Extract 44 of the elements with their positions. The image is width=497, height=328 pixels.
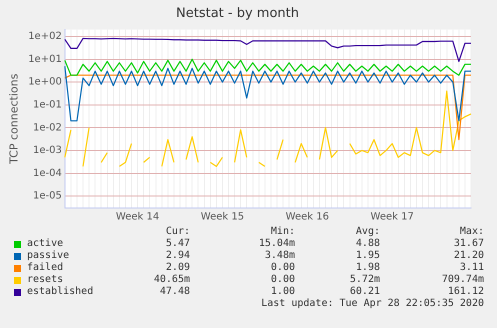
y-tick-label: 1e-03 (32, 145, 62, 156)
y-tick-label: 1e-01 (32, 99, 62, 110)
y-tick-label: 1e+01 (28, 54, 62, 65)
chart-title: Netstat - by month (176, 6, 299, 22)
x-tick-label: Week 16 (286, 212, 329, 223)
text: 161.12 (446, 286, 484, 298)
text: 5.47 (164, 238, 190, 250)
text: 2.09 (164, 262, 190, 274)
text: Cur: (164, 226, 190, 238)
text: 5.72m (348, 274, 380, 286)
text: 3.48m (264, 250, 295, 262)
text: 1.95 (354, 250, 380, 262)
y-tick-label: 1e+02 (28, 31, 62, 42)
text: Max: (458, 226, 484, 238)
legend-label: established (27, 286, 94, 298)
x-tick-label: Week 15 (200, 212, 244, 223)
x-tick-label: Week 14 (116, 212, 160, 223)
text: 4.88 (354, 238, 380, 250)
x-tick-label: Week 17 (370, 212, 414, 223)
text: Last update: Tue Apr 28 22:05:35 2020 (260, 298, 484, 310)
text: 21.20 (452, 250, 484, 262)
legend-label: failed (27, 262, 64, 274)
text: 2.94 (164, 250, 190, 262)
text: 47.48 (158, 286, 190, 298)
text: 1.00 (270, 286, 295, 298)
text: 1.98 (354, 262, 380, 274)
text: 709.74m (440, 274, 484, 286)
y-tick-label: 1e-02 (32, 122, 62, 134)
legend-label: active (27, 238, 64, 250)
text: 3.11 (458, 262, 484, 274)
y-tick-label: 1e+00 (28, 76, 62, 88)
legend-label: resets (27, 274, 64, 286)
text: 0.00 (270, 262, 295, 274)
y-tick-label: 1e-04 (32, 168, 62, 179)
text: 40.65m (152, 274, 190, 286)
legend-label: passive (27, 250, 70, 262)
text: Avg: (354, 226, 380, 238)
text: 60.21 (348, 286, 380, 298)
text: Min: (270, 226, 295, 238)
text: 0.00 (270, 274, 295, 286)
y-axis-title: TCP connections (7, 73, 20, 165)
text: 31.67 (452, 238, 484, 250)
y-tick-label: 1e-05 (32, 190, 62, 202)
text: 15.04m (258, 238, 295, 250)
